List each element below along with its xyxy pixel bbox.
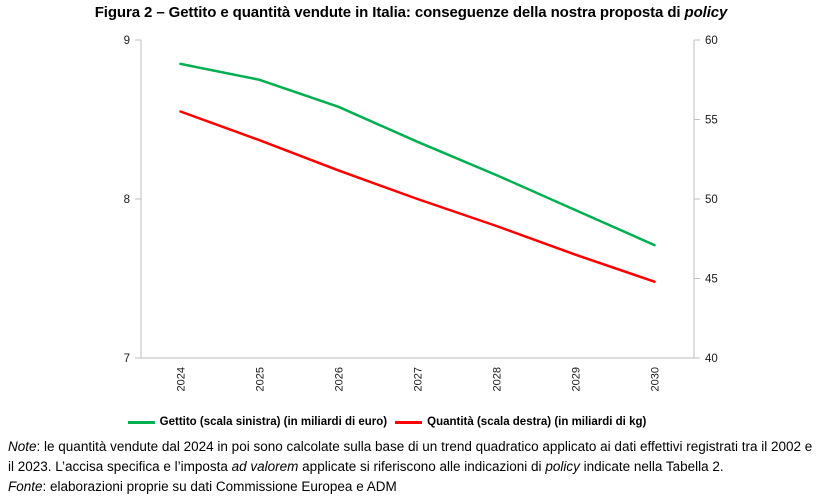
x-axis-label-2024: 2024 (176, 367, 188, 391)
figure-title-italic-word: policy (684, 4, 728, 21)
fonte-body: : elaborazioni proprie su dati Commissio… (42, 479, 397, 494)
chart-legend: Gettito (scala sinistra) (in miliardi di… (0, 412, 798, 432)
fonte-label: Fonte (8, 479, 43, 494)
gettito-line-swatch (127, 420, 155, 424)
x-axis-label-2030: 2030 (650, 367, 662, 391)
right-axis-tick-label: 60 (705, 35, 718, 47)
line-chart: 9 8 7 60 55 50 45 40 2024 2025 2026 2027 2028 2029 203… (124, 35, 718, 391)
legend-label-quantita: Quantità (scala destra) (in miliardi di … (427, 416, 647, 428)
left-axis-tick-label: 9 (124, 35, 130, 47)
note-label: Note (8, 439, 37, 454)
legend-label-gettito: Gettito (scala sinistra) (in miliardi di… (159, 416, 388, 428)
note-body-2: applicate si riferiscono alle indicazion… (298, 459, 546, 474)
figure-notes: Note: le quantità vendute dal 2024 in po… (8, 437, 816, 497)
note-body-3: indicate nella Tabella 2. (579, 459, 724, 474)
note-text: Note: le quantità vendute dal 2024 in po… (8, 437, 816, 477)
x-axis-label-2029: 2029 (571, 367, 583, 391)
series-line-quantita (179, 110, 656, 283)
quantita-line-swatch (395, 420, 423, 424)
right-axis-tick-label: 45 (705, 274, 718, 286)
right-axis-tick-label: 55 (705, 115, 718, 127)
right-axis-tick-label: 40 (705, 353, 718, 365)
series-line-gettito (179, 62, 656, 247)
figure-title: Figura 2 – Gettito e quantità vendute in… (0, 4, 822, 21)
note-policy-word: policy (545, 459, 580, 474)
left-axis-tick-label: 7 (124, 353, 130, 365)
figure-title-text: Figura 2 – Gettito e quantità vendute in… (94, 4, 685, 21)
right-axis-tick-label: 50 (705, 194, 718, 206)
left-axis-tick-label: 8 (124, 194, 130, 206)
x-axis-label-2026: 2026 (334, 367, 346, 391)
note-ad-valorem: ad valorem (231, 459, 299, 474)
legend-item-quantita: Quantità (scala destra) (in miliardi di … (395, 416, 646, 428)
x-axis-label-2028: 2028 (492, 367, 504, 391)
x-axis-label-2025: 2025 (255, 367, 267, 391)
x-axis-label-2027: 2027 (413, 367, 425, 391)
note-body-1: : le quantità vendute dal 2024 in poi so… (8, 439, 813, 474)
legend-item-gettito: Gettito (scala sinistra) (in miliardi di… (127, 416, 388, 428)
source-text: Fonte: elaborazioni proprie su dati Comm… (8, 477, 816, 497)
